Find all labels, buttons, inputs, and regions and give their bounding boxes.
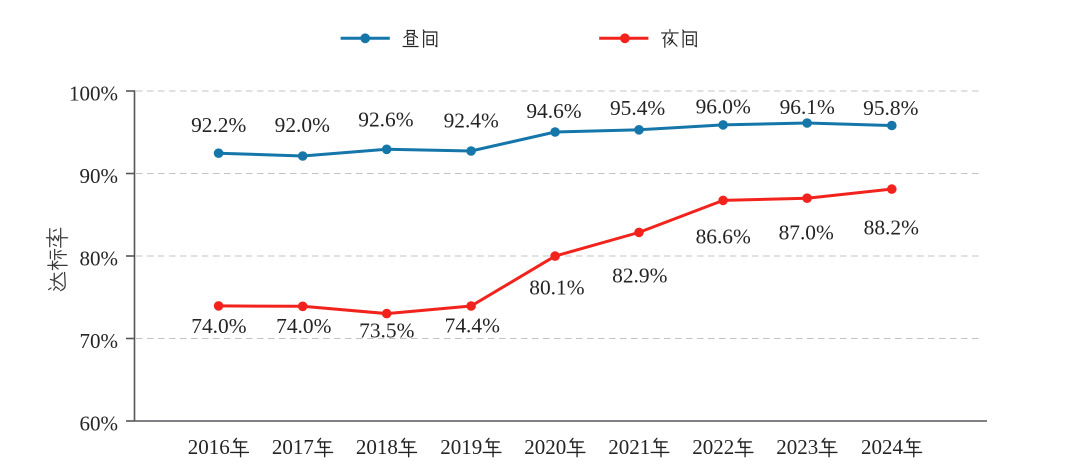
svg-text:80.1%: 80.1% [529,276,584,300]
svg-text:86.6%: 86.6% [696,225,751,249]
svg-text:95.4%: 95.4% [610,96,665,120]
svg-text:96.1%: 96.1% [780,95,835,119]
svg-text:94.6%: 94.6% [526,99,581,123]
svg-text:2020: 2020 [524,435,566,459]
svg-text:90%: 90% [80,164,119,188]
svg-text:74.4%: 74.4% [445,313,500,337]
svg-text:60%: 60% [80,412,119,436]
svg-text:73.5%: 73.5% [359,319,414,343]
svg-text:2023: 2023 [776,435,818,459]
svg-text:92.4%: 92.4% [444,109,499,133]
svg-text:2016: 2016 [188,435,230,459]
svg-text:2019: 2019 [440,435,482,459]
svg-text:2018: 2018 [356,435,398,459]
svg-text:82.9%: 82.9% [612,264,667,288]
svg-text:92.2%: 92.2% [191,113,246,137]
svg-text:74.0%: 74.0% [191,314,246,338]
svg-text:87.0%: 87.0% [779,220,834,244]
svg-text:2021: 2021 [608,435,650,459]
svg-text:92.0%: 92.0% [275,113,330,137]
svg-text:88.2%: 88.2% [864,215,919,239]
svg-text:2017: 2017 [272,435,314,459]
svg-text:74.0%: 74.0% [276,314,331,338]
svg-text:2024: 2024 [861,435,904,459]
svg-text:100%: 100% [69,82,118,106]
svg-text:80%: 80% [80,247,119,271]
svg-text:95.8%: 95.8% [863,96,918,120]
svg-text:92.6%: 92.6% [358,108,413,132]
svg-text:2022: 2022 [692,435,734,459]
svg-text:70%: 70% [80,329,119,353]
svg-text:96.0%: 96.0% [696,94,751,118]
